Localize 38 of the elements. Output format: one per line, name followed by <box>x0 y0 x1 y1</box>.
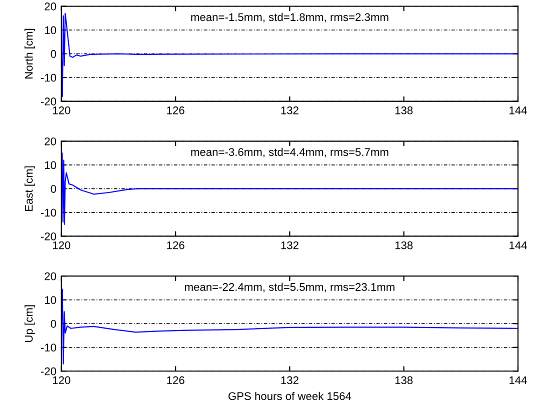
y-tick-label: -10 <box>40 208 56 217</box>
x-tick-label: 144 <box>510 376 527 384</box>
x-tick-label: 138 <box>395 241 413 250</box>
x-tick-label: 132 <box>281 106 298 114</box>
y-tick-label: 20 <box>44 137 56 146</box>
y-tick-label: 0 <box>50 320 56 328</box>
y-tick-label: 0 <box>50 184 56 193</box>
y-tick-label: -20 <box>40 367 56 376</box>
x-tick-label: 126 <box>167 241 184 250</box>
y-axis-title: North [cm] <box>24 28 35 78</box>
y-tick-label: 10 <box>45 161 56 170</box>
y-tick-label: -20 <box>40 232 56 240</box>
y-tick-label: -10 <box>40 344 56 352</box>
x-tick-label: 126 <box>167 106 184 114</box>
x-tick-label: 120 <box>52 241 70 250</box>
annotation: mean=-22.4mm, std=5.5mm, rms=23.1mm <box>185 282 394 292</box>
y-tick-label: -20 <box>40 98 56 106</box>
x-tick-label: 144 <box>510 106 527 114</box>
y-axis-title: East [cm] <box>24 166 35 211</box>
x-tick-label: 138 <box>395 376 413 384</box>
x-tick-label: 132 <box>281 376 298 384</box>
y-tick-label: 20 <box>44 272 56 280</box>
y-tick-label: 0 <box>50 50 56 58</box>
y-tick-label: 10 <box>45 296 56 304</box>
line-series <box>61 12 518 98</box>
annotation: mean=-3.6mm, std=4.4mm, rms=5.7mm <box>191 148 388 158</box>
y-tick-label: 10 <box>45 26 56 34</box>
x-tick-label: 126 <box>167 376 184 384</box>
y-tick-label: -10 <box>40 74 56 82</box>
x-tick-label: 120 <box>52 376 70 384</box>
x-tick-label: 120 <box>52 106 70 114</box>
y-tick-label: 20 <box>44 2 56 10</box>
annotation: mean=-1.5mm, std=1.8mm, rms=2.3mm <box>191 12 388 22</box>
y-axis-title: Up [cm] <box>24 305 35 342</box>
x-axis-title: GPS hours of week 1564 <box>228 392 352 400</box>
x-tick-label: 132 <box>281 241 298 250</box>
x-tick-label: 144 <box>510 241 527 250</box>
x-tick-label: 138 <box>395 106 413 114</box>
